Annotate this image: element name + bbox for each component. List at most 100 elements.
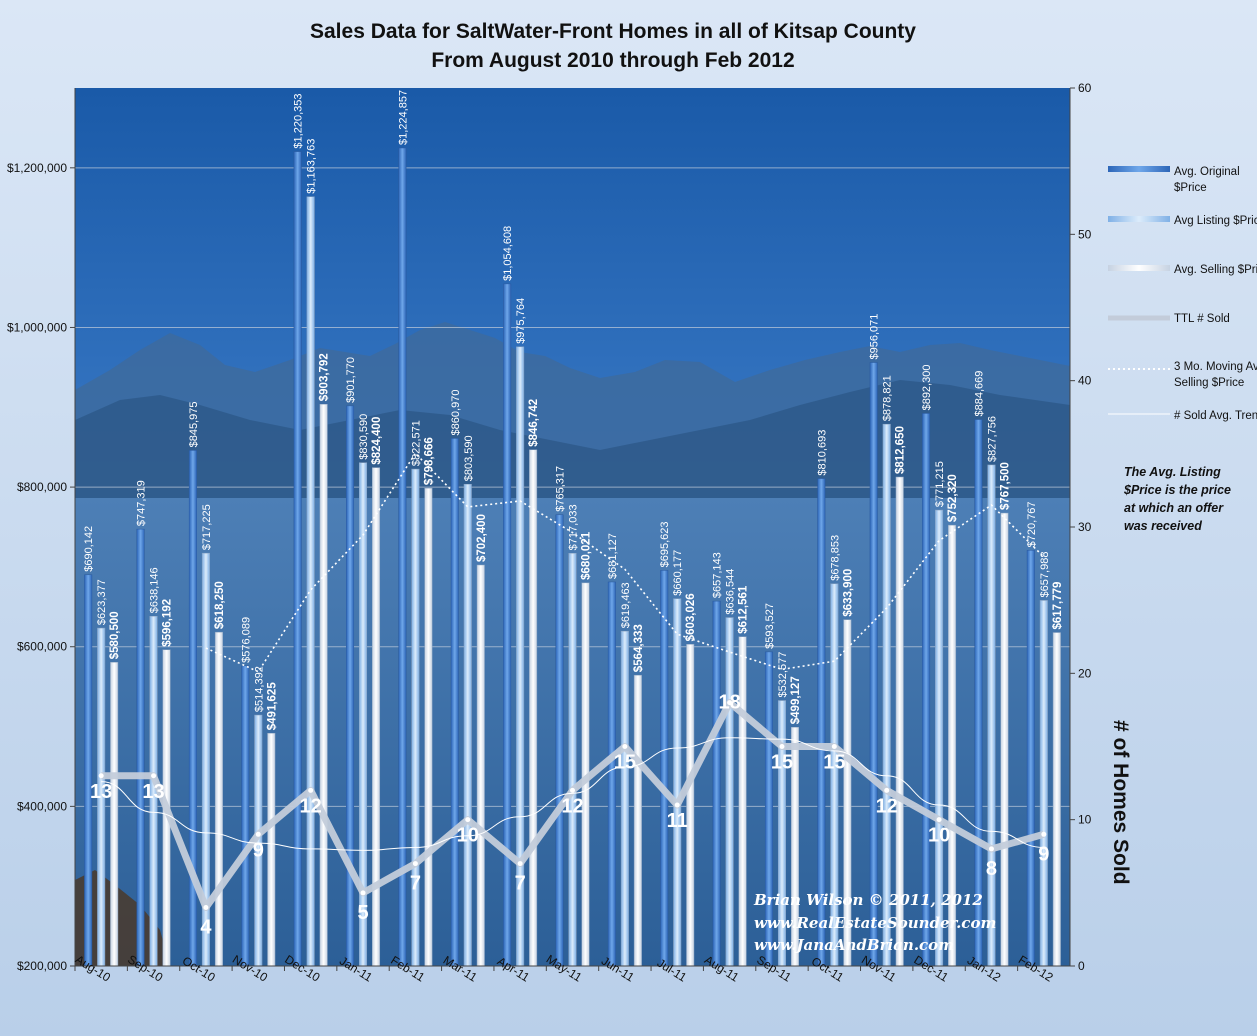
credit-line-2: www.RealEstateSounder.com <box>754 914 996 932</box>
bar-original-price <box>346 405 355 967</box>
label-selling-price: $612,561 <box>738 585 750 634</box>
point-total-sold <box>779 744 785 749</box>
bar-selling-price <box>214 631 223 967</box>
bar-selling-price <box>424 487 433 967</box>
label-original-price: $892,300 <box>921 365 933 411</box>
label-selling-price: $798,666 <box>423 437 435 485</box>
point-total-sold <box>1041 831 1047 837</box>
bar-original-price <box>607 581 616 967</box>
bar-listing-price <box>725 617 734 967</box>
label-selling-price: $618,250 <box>214 581 226 629</box>
bar-listing-price <box>987 464 996 967</box>
chart-title: Sales Data for SaltWater-Front Homes in … <box>310 20 916 43</box>
point-total-sold <box>988 846 994 852</box>
legend-swatch-original <box>1108 166 1170 172</box>
label-selling-price: $824,400 <box>371 417 383 465</box>
y2-tick-label: 60 <box>1078 81 1092 95</box>
label-listing-price: $827,756 <box>986 416 998 462</box>
label-listing-price: $771,215 <box>934 461 946 507</box>
bar-selling-price <box>529 449 538 967</box>
label-original-price: $845,975 <box>188 402 200 448</box>
legend-label-trend: # Sold Avg. Trend <box>1174 410 1257 422</box>
bar-listing-price <box>1039 600 1048 967</box>
listing-price-note: The Avg. Listing $Price is the price at … <box>1123 465 1235 533</box>
label-selling-price: $596,192 <box>162 599 174 647</box>
label-original-price: $1,220,353 <box>293 94 305 149</box>
y2-tick-label: 0 <box>1078 959 1085 973</box>
label-original-price: $690,142 <box>83 526 95 572</box>
label-selling-price: $680,021 <box>581 531 593 580</box>
label-listing-price: $878,821 <box>882 375 894 421</box>
y-tick-label: $200,000 <box>17 959 67 973</box>
label-listing-price: $514,392 <box>253 666 265 712</box>
point-total-sold <box>674 802 680 808</box>
bar-original-price <box>503 283 512 967</box>
bar-selling-price <box>738 636 747 967</box>
y2-tick-label: 50 <box>1078 227 1092 241</box>
point-total-sold <box>831 744 837 749</box>
bar-selling-price <box>372 467 381 967</box>
label-selling-price: $846,742 <box>528 399 540 447</box>
bar-original-price <box>241 665 250 967</box>
label-listing-price: $803,590 <box>463 435 475 481</box>
sold-count-label: 12 <box>561 795 583 817</box>
legend-label-original: Avg. Original $Price <box>1174 166 1240 194</box>
label-selling-price: $499,127 <box>790 676 802 724</box>
sold-count-label: 10 <box>928 825 950 847</box>
sold-count-label: 4 <box>200 916 212 938</box>
bar-original-price <box>555 514 564 967</box>
point-total-sold <box>255 831 261 837</box>
point-total-sold <box>727 700 733 706</box>
label-original-price: $810,693 <box>816 430 828 476</box>
label-selling-price: $633,900 <box>842 569 854 617</box>
credit-block: Brian Wilson © 2011, 2012 www.RealEstate… <box>753 891 996 954</box>
sold-count-label: 7 <box>515 873 526 895</box>
sold-count-label: 15 <box>823 752 845 774</box>
bar-listing-price <box>620 630 629 967</box>
label-listing-price: $638,146 <box>149 567 161 613</box>
sold-count-label: 5 <box>357 902 368 924</box>
label-selling-price: $812,650 <box>895 426 907 474</box>
legend-label-sold: TTL # Sold <box>1174 313 1230 325</box>
count-labels-layer: 13 13 4 9 12 5 7 10 7 12 15 11 18 15 15 12 10 8 9 <box>90 692 1049 939</box>
y-tick-label: $1,000,000 <box>7 320 67 334</box>
label-listing-price: $660,177 <box>672 550 684 596</box>
label-original-price: $901,770 <box>345 357 357 403</box>
label-selling-price: $903,792 <box>319 353 331 401</box>
sold-count-label: 12 <box>300 795 322 817</box>
label-selling-price: $564,333 <box>633 624 645 672</box>
sold-count-label: 7 <box>410 873 421 895</box>
bar-selling-price <box>633 674 642 967</box>
label-original-price: $720,767 <box>1026 501 1038 547</box>
label-listing-price: $619,463 <box>620 582 632 628</box>
label-listing-price: $532,577 <box>777 652 789 698</box>
label-original-price: $695,623 <box>659 522 671 568</box>
label-listing-price: $678,853 <box>829 535 841 581</box>
y2-tick-label: 10 <box>1078 813 1092 827</box>
bar-labels-layer: $690,142 $747,319 $845,975 $576,089 $1,220,3… <box>83 90 1064 730</box>
bar-selling-price <box>686 644 695 967</box>
point-total-sold <box>465 817 471 823</box>
sold-count-label: 13 <box>142 781 164 803</box>
bar-original-price <box>922 413 931 967</box>
label-original-price: $860,970 <box>450 390 462 436</box>
point-total-sold <box>203 904 209 910</box>
sold-count-label: 13 <box>90 781 112 803</box>
label-original-price: $765,317 <box>555 466 567 512</box>
bar-original-price <box>84 574 93 967</box>
label-original-price: $681,127 <box>607 533 619 579</box>
bar-original-price <box>293 151 302 967</box>
point-total-sold <box>570 787 575 793</box>
label-original-price: $747,319 <box>136 480 148 526</box>
sold-count-label: 15 <box>771 752 793 774</box>
bar-selling-price <box>319 403 328 967</box>
sold-count-label: 10 <box>457 825 479 847</box>
label-selling-price: $752,320 <box>947 474 959 522</box>
bar-listing-price <box>306 196 315 967</box>
bar-selling-price <box>267 732 276 967</box>
point-total-sold <box>622 744 628 749</box>
y-tick-label: $600,000 <box>17 640 67 654</box>
y-tick-label: $1,200,000 <box>7 161 67 175</box>
label-listing-price: $657,988 <box>1039 552 1051 598</box>
